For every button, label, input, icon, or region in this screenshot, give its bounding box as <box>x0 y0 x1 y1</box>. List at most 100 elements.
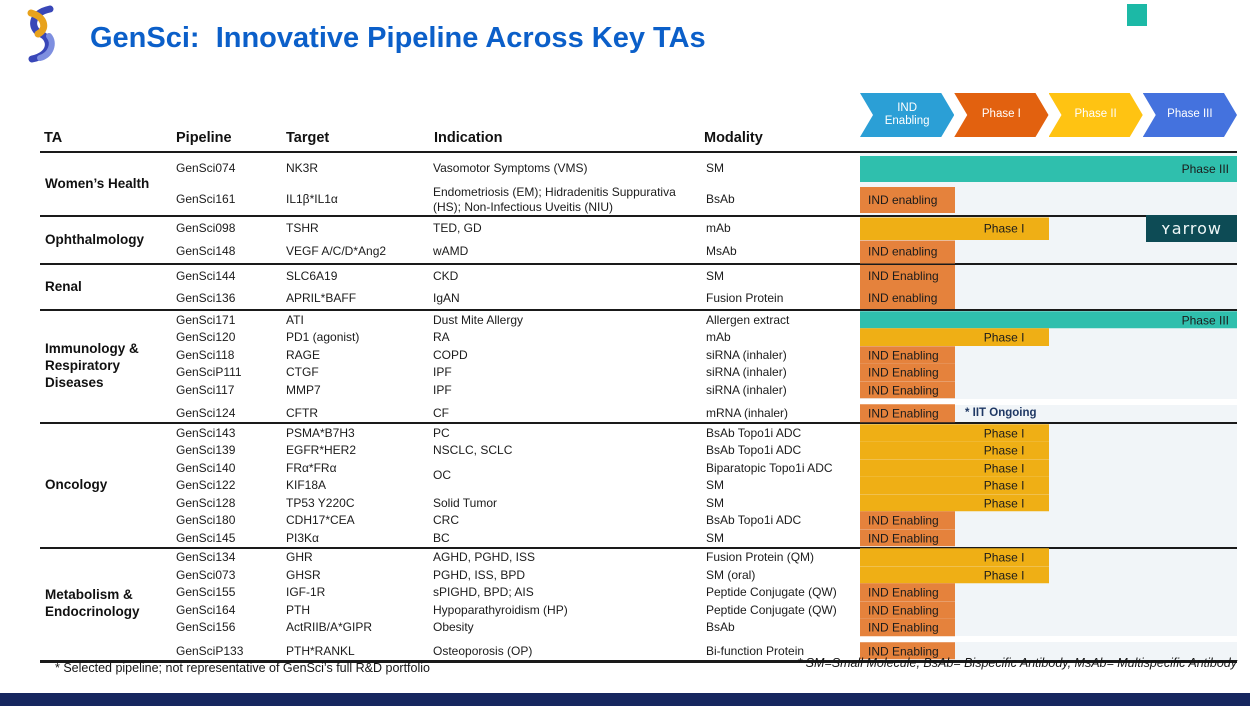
indication: OC <box>430 459 700 482</box>
target: GHSR <box>286 567 321 582</box>
phase-bar: IND Enabling <box>860 404 955 422</box>
phase-bar: IND Enabling <box>860 601 955 619</box>
ta-label: Renal <box>45 278 82 294</box>
table-row: GenSci164 PTH Hypoparathyroidism (HP) Pe… <box>172 601 1237 619</box>
bottom-accent-bar <box>0 693 1250 706</box>
indication-text: AGHD, PGHD, ISS <box>433 550 536 565</box>
phase-bar-label: IND Enabling <box>868 382 939 397</box>
ta-section: Metabolism & Endocrinology GenSci134 GHR… <box>40 546 1237 663</box>
target: EGFR*HER2 <box>286 443 357 458</box>
indication: Osteoporosis (OP) <box>430 642 700 660</box>
modality: Fusion Protein (QM) <box>706 550 815 565</box>
target: CTGF <box>286 365 319 380</box>
section-rows: GenSci144 SLC6A19 CKD SM IND Enabling Ge… <box>172 265 1237 309</box>
ta-label: Women’s Health <box>45 175 150 191</box>
phase-track: Phase I <box>860 548 1237 566</box>
pipeline-id: GenSci128 <box>176 495 236 510</box>
phase-bar: IND enabling <box>860 287 955 309</box>
target: PTH*RANKL <box>286 643 355 658</box>
phase-track: IND Enabling <box>860 529 1237 547</box>
target: TP53 Y220C <box>286 495 355 510</box>
phase-bar-label: IND enabling <box>868 291 938 305</box>
table-row: GenSci074 NK3R Vasomotor Symptoms (VMS) … <box>172 153 1237 184</box>
indication-text: BC <box>433 530 450 545</box>
gensci-dna-logo <box>27 5 55 63</box>
target: PTH <box>286 602 310 617</box>
modality: SM <box>706 161 724 176</box>
indication-text: Hypoparathyroidism (HP) <box>433 602 568 617</box>
phase-bar-label: Phase I <box>983 495 1025 510</box>
ta-label: Metabolism & Endocrinology <box>45 587 140 619</box>
target: MMP7 <box>286 382 321 397</box>
pipeline-id: GenSci136 <box>176 290 236 305</box>
ta-section: Ophthalmology GenSci098 TSHR TED, GD mAb… <box>40 215 1237 263</box>
phase-chevron: Phase II <box>1049 93 1143 137</box>
indication: CF <box>430 405 700 423</box>
phase-chevron-label: Phase III <box>1167 108 1213 121</box>
pipeline-id: GenSci161 <box>176 192 236 207</box>
phase-bar: Phase I <box>860 217 1049 240</box>
modality: Bi-function Protein <box>706 643 805 658</box>
phase-chevron: Phase III <box>1143 93 1237 137</box>
pipeline-id: GenSci148 <box>176 244 236 259</box>
phase-track: Phase I <box>860 494 1237 512</box>
phase-bar-label: Phase I <box>983 567 1025 582</box>
phase-bar-label: IND Enabling <box>868 513 939 528</box>
modality: siRNA (inhaler) <box>706 365 787 380</box>
target: ATI <box>286 312 304 327</box>
phase-bar: IND Enabling <box>860 265 955 287</box>
indication-text: PC <box>433 425 450 440</box>
phase-bar-label: IND Enabling <box>868 347 939 362</box>
table-row: GenSciP133 PTH*RANKL Osteoporosis (OP) B… <box>172 642 1237 660</box>
indication-text: COPD <box>433 347 468 362</box>
pipeline-id: GenSci134 <box>176 550 236 565</box>
phase-bar-label: Phase I <box>983 550 1025 565</box>
table-row: GenSci098 TSHR TED, GD mAb Phase I <box>172 217 1237 240</box>
indication-text: wAMD <box>433 244 469 259</box>
indication-text: Vasomotor Symptoms (VMS) <box>433 161 588 176</box>
pipeline-id: GenSci124 <box>176 406 236 421</box>
pipeline-id: GenSci156 <box>176 620 236 635</box>
ta-label: Ophthalmology <box>45 231 144 247</box>
table-row: GenSci171 ATI Dust Mite Allergy Allergen… <box>172 311 1237 329</box>
phase-track: Phase I <box>860 566 1237 584</box>
target: NK3R <box>286 161 319 176</box>
table-row: GenSci140 FRα*FRα OC Biparatopic Topo1i … <box>172 459 1237 482</box>
target: IL1β*IL1α <box>286 192 338 207</box>
indication: Obesity <box>430 619 700 637</box>
phase-bar: IND Enabling <box>860 511 955 529</box>
pipeline-id: GenSci122 <box>176 478 236 493</box>
modality: BsAb Topo1i ADC <box>706 513 802 528</box>
phase-track: IND Enabling <box>860 642 1237 660</box>
target: TSHR <box>286 221 319 236</box>
section-rows: GenSci143 PSMA*B7H3 PC BsAb Topo1i ADC P… <box>172 424 1237 547</box>
indication-text: IgAN <box>433 290 460 305</box>
phase-track: IND enabling <box>860 287 1237 309</box>
indication-text: Endometriosis (EM); Hidradenitis Suppura… <box>433 185 676 214</box>
phase-track: IND Enabling <box>860 583 1237 601</box>
indication: CKD <box>430 265 700 287</box>
phase-track: IND enabling <box>860 240 1237 263</box>
indication: sPIGHD, BPD; AIS <box>430 584 700 602</box>
indication: Dust Mite Allergy <box>430 311 700 329</box>
phase-bar: IND enabling <box>860 240 955 263</box>
pipeline-id: GenSci180 <box>176 513 236 528</box>
table-row: GenSci136 APRIL*BAFF IgAN Fusion Protein… <box>172 287 1237 309</box>
phase-bar-label: Phase I <box>983 460 1025 475</box>
phase-bar: Phase I <box>860 459 1049 477</box>
phase-bar: Phase I <box>860 566 1049 584</box>
pipeline-id: GenSci074 <box>176 161 236 176</box>
pipeline-id: GenSci120 <box>176 330 236 345</box>
ta-label: Oncology <box>45 476 108 492</box>
phase-bar: IND Enabling <box>860 346 955 364</box>
phase-bar-label: Phase I <box>983 330 1025 345</box>
modality: SM <box>706 478 724 493</box>
modality: Biparatopic Topo1i ADC <box>706 460 833 475</box>
phase-track: IND Enabling * IIT Ongoing <box>860 404 1237 422</box>
table-row: GenSciP111 CTGF IPF siRNA (inhaler) IND … <box>172 363 1237 381</box>
phase-bar-label: IND Enabling <box>868 585 939 600</box>
ta-section: Women’s Health GenSci074 NK3R Vasomotor … <box>40 153 1237 215</box>
indication-text: CRC <box>433 513 459 528</box>
table-row: GenSci120 PD1 (agonist) RA mAb Phase I <box>172 328 1237 346</box>
indication: PC <box>430 424 700 442</box>
